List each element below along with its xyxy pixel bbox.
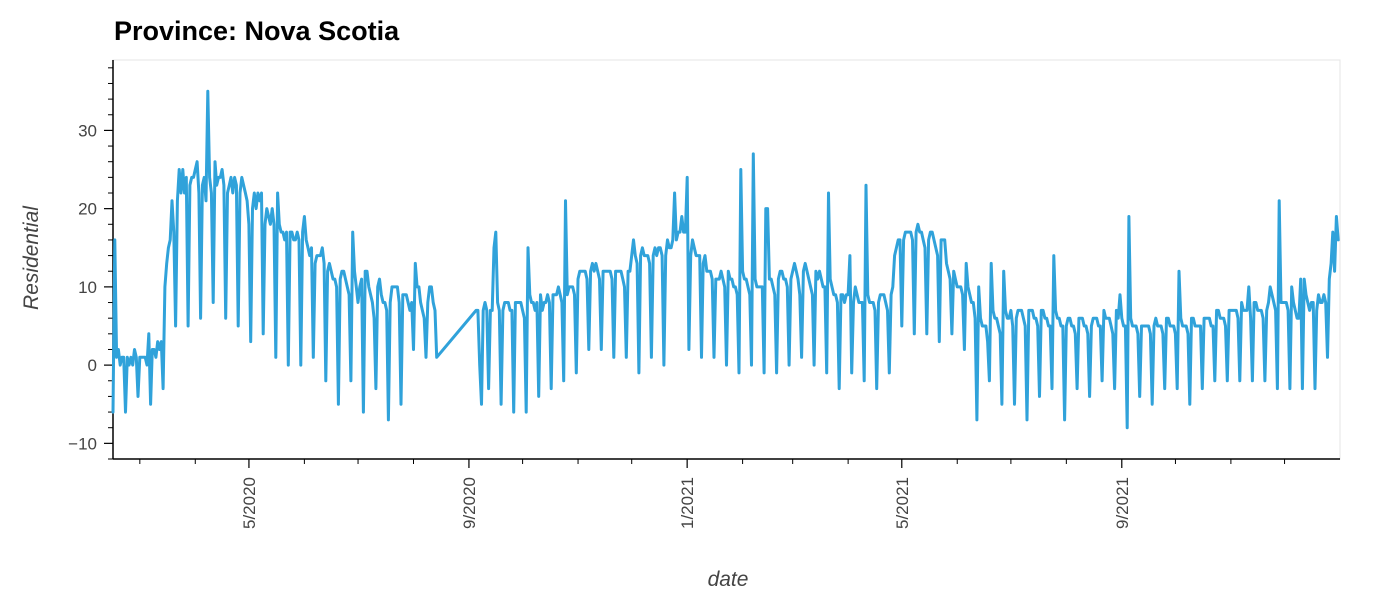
chart-title: Province: Nova Scotia: [114, 16, 400, 46]
y-tick-label: 20: [78, 200, 97, 219]
x-tick-label: 9/2021: [1113, 477, 1132, 529]
x-tick-label: 5/2021: [893, 477, 912, 529]
y-tick-label: 10: [78, 278, 97, 297]
x-tick-label: 5/2020: [240, 477, 259, 529]
series-layer: [111, 89, 1340, 430]
y-tick-label: −10: [68, 434, 97, 453]
x-tick-label: 1/2021: [678, 477, 697, 529]
y-tick-label: 0: [88, 356, 97, 375]
y-tick-label: 30: [78, 121, 97, 140]
y-axis: −10 0 10 20 30: [68, 60, 114, 460]
plot-frame: [112, 59, 1341, 460]
series-line-residential: [111, 89, 1340, 430]
plot-border: [112, 59, 1341, 460]
x-axis: 5/2020 9/2020 1/2021 5/2021 9/2021: [113, 458, 1340, 529]
x-axis-label: date: [708, 568, 749, 591]
x-tick-label: 9/2020: [460, 477, 479, 529]
y-axis-label: Residential: [20, 205, 43, 310]
